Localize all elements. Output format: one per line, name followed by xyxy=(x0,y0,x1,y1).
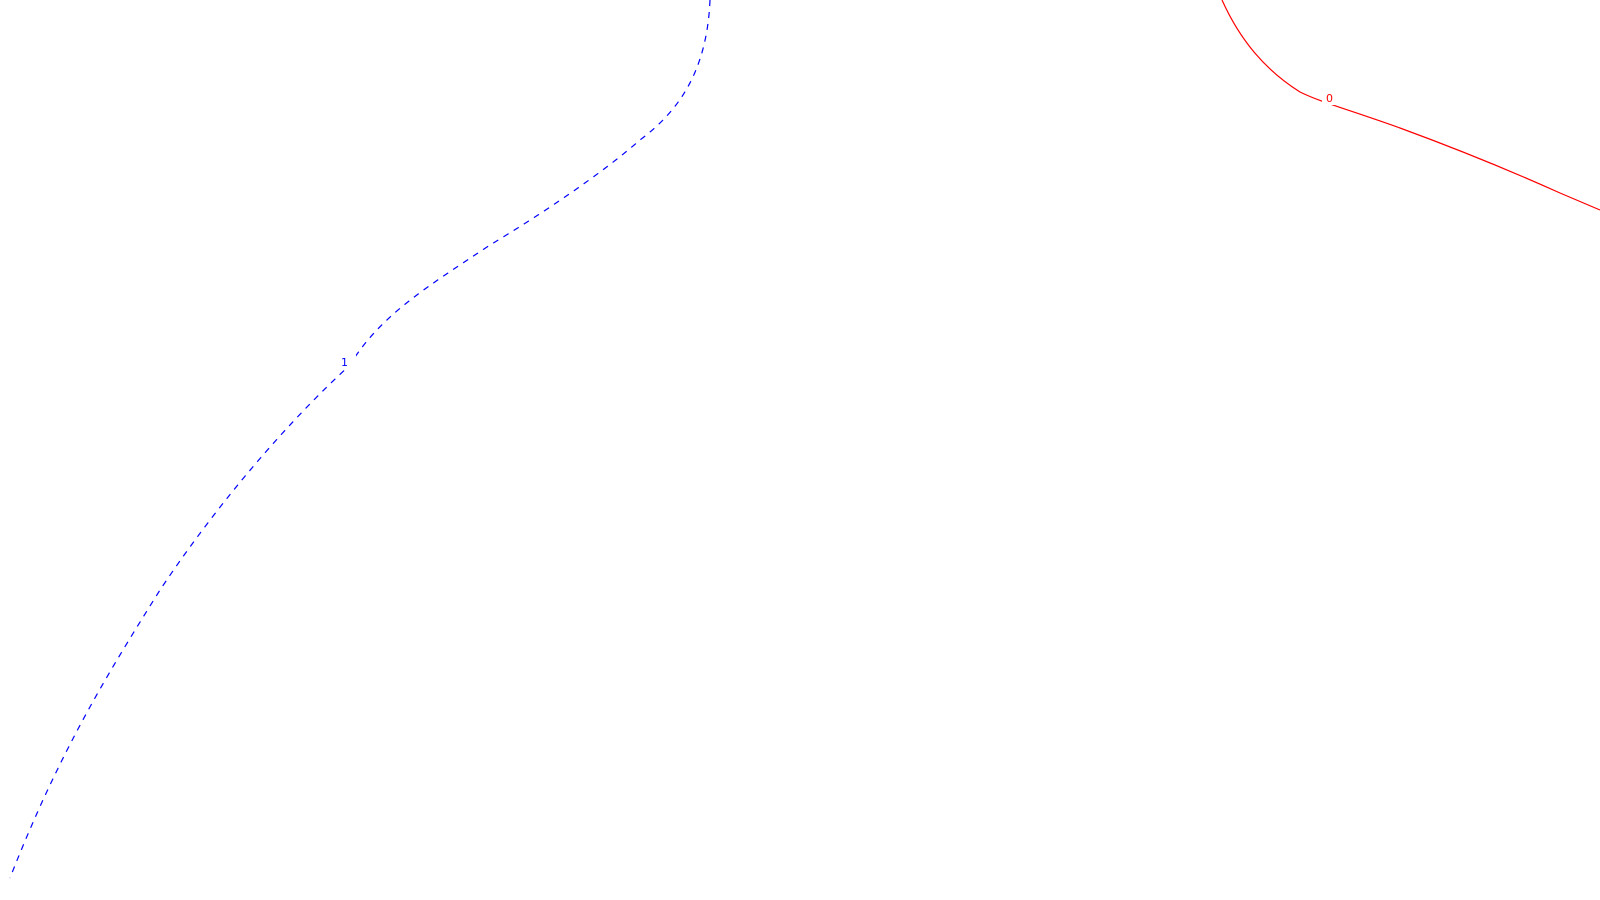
contour-label-0: 0 xyxy=(1326,92,1333,105)
contour-label-0-bg xyxy=(1322,91,1338,105)
contour-label-1-bg xyxy=(338,355,356,369)
contour-line-1 xyxy=(9,0,711,879)
contour-label-1: 1 xyxy=(341,356,348,369)
contour-line-0 xyxy=(1221,0,1600,211)
